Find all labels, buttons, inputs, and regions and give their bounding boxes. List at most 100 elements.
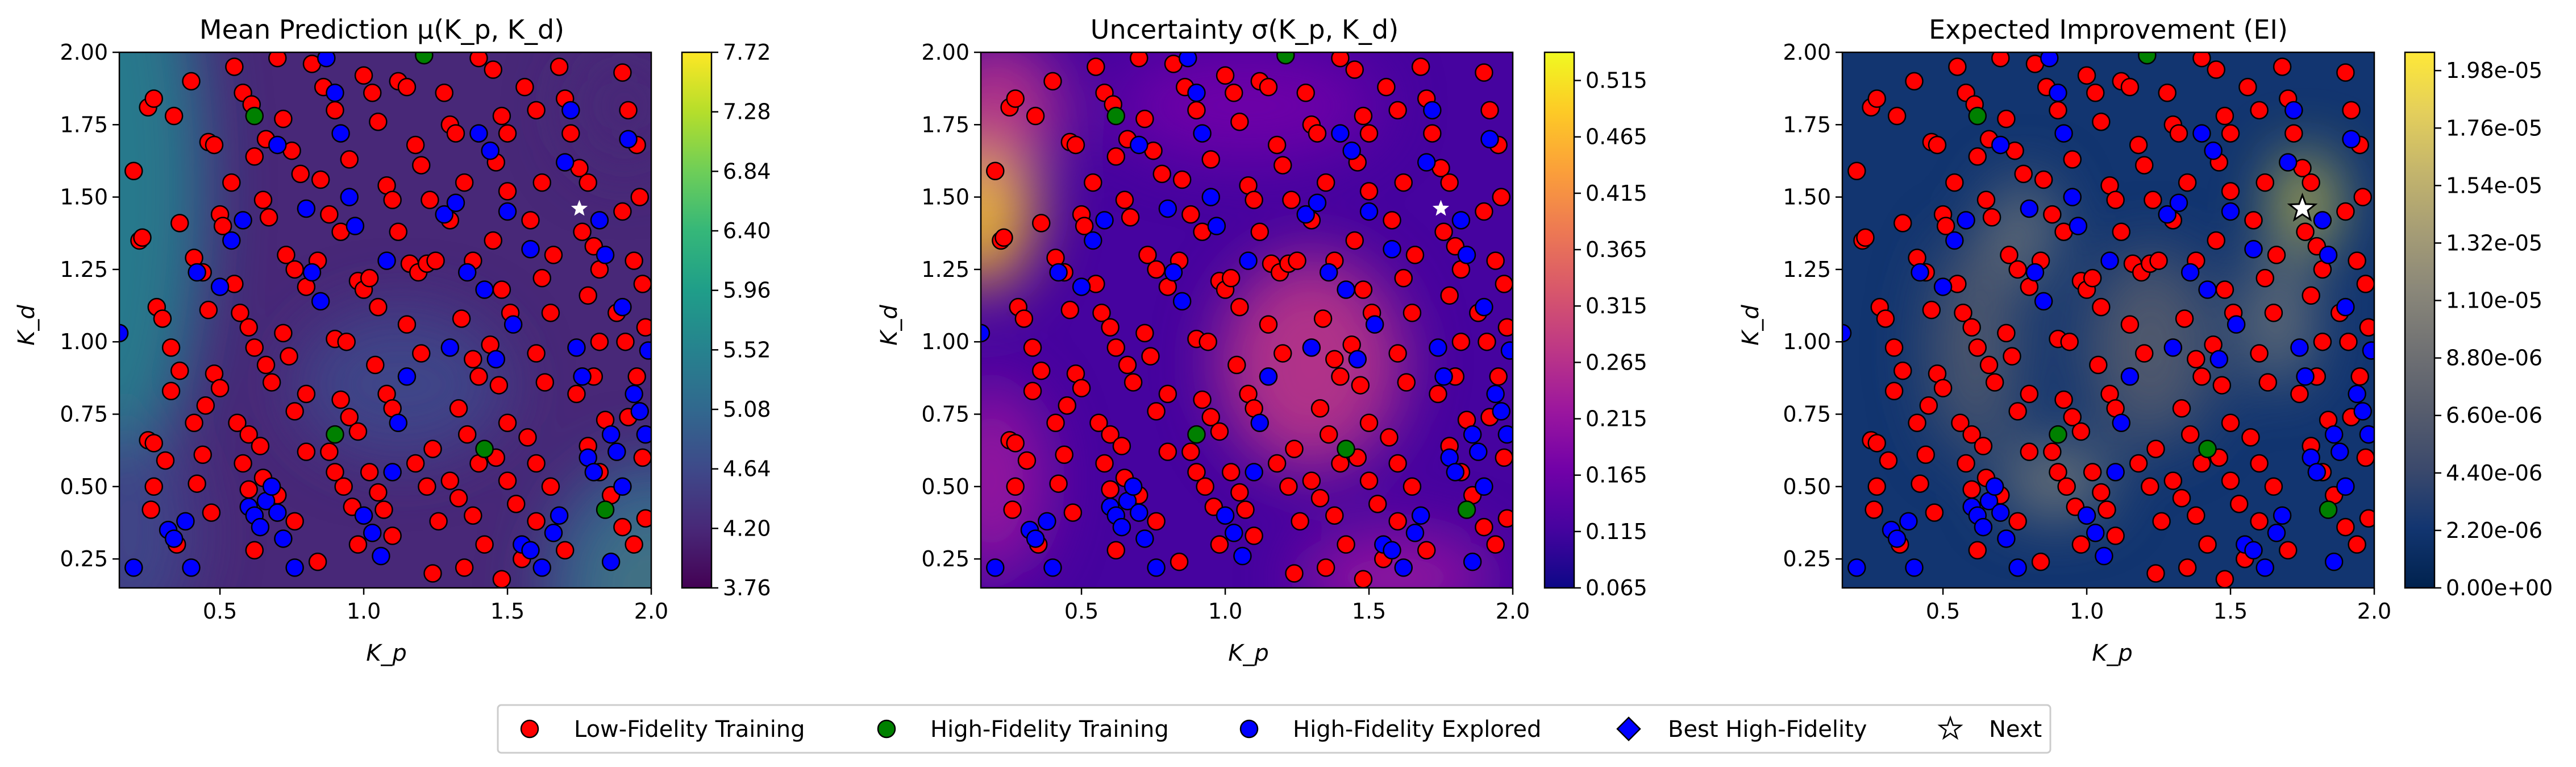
low-fidelity-point bbox=[1936, 217, 1955, 235]
high-fidelity-explored-point bbox=[532, 558, 551, 577]
low-fidelity-point bbox=[1884, 382, 1904, 401]
high-fidelity-explored-point bbox=[521, 239, 540, 259]
low-fidelity-point bbox=[360, 268, 379, 288]
low-fidelity-point bbox=[1495, 275, 1513, 293]
low-fidelity-point bbox=[1123, 373, 1143, 392]
low-fidelity-point bbox=[633, 275, 651, 293]
high-fidelity-explored-point bbox=[446, 193, 465, 213]
high-fidelity-explored-point bbox=[1957, 211, 1975, 230]
high-fidelity-explored-point bbox=[2198, 280, 2217, 299]
low-fidelity-point bbox=[2063, 150, 2082, 169]
low-fidelity-point bbox=[320, 205, 339, 224]
expected-improvement-colorbar bbox=[2404, 51, 2436, 589]
uncertainty-colorbar-tick-label: 0.515 bbox=[1585, 68, 1647, 93]
low-fidelity-point bbox=[245, 147, 264, 166]
low-fidelity-point bbox=[2152, 512, 2171, 531]
legend-marker-high-fidelity-training bbox=[877, 719, 896, 739]
mean-prediction-y-tick-label: 1.50 bbox=[60, 185, 108, 210]
low-fidelity-point bbox=[544, 246, 563, 264]
high-fidelity-explored-point bbox=[2284, 101, 2303, 120]
legend-frame bbox=[497, 704, 2051, 754]
expected-improvement-y-tick-label: 0.50 bbox=[1783, 474, 1831, 499]
low-fidelity-point bbox=[196, 396, 215, 415]
low-fidelity-point bbox=[1046, 413, 1065, 433]
low-fidelity-point bbox=[1118, 355, 1137, 375]
low-fidelity-point bbox=[625, 535, 643, 554]
low-fidelity-point bbox=[1865, 500, 1883, 519]
uncertainty-y-tick-label: 0.25 bbox=[921, 546, 969, 571]
low-fidelity-point bbox=[144, 434, 163, 453]
low-fidelity-point bbox=[2290, 384, 2309, 404]
high-fidelity-explored-point bbox=[1342, 141, 1361, 160]
low-fidelity-point bbox=[1359, 182, 1379, 201]
high-fidelity-explored-point bbox=[1026, 529, 1045, 548]
low-fidelity-point bbox=[2172, 488, 2191, 508]
high-fidelity-explored-point bbox=[2267, 524, 2286, 542]
low-fidelity-point bbox=[1308, 124, 1327, 143]
low-fidelity-point bbox=[1285, 564, 1304, 583]
low-fidelity-point bbox=[1478, 332, 1496, 351]
high-fidelity-explored-point bbox=[1296, 205, 1315, 224]
high-fidelity-explored-point bbox=[1497, 425, 1513, 444]
low-fidelity-point bbox=[464, 350, 482, 368]
low-fidelity-point bbox=[2169, 124, 2188, 143]
low-fidelity-point bbox=[2284, 124, 2303, 143]
low-fidelity-point bbox=[1101, 425, 1120, 444]
low-fidelity-point bbox=[1006, 477, 1025, 496]
high-fidelity-explored-point bbox=[2112, 413, 2131, 433]
low-fidelity-point bbox=[1106, 147, 1126, 166]
high-fidelity-explored-point bbox=[2324, 552, 2344, 571]
low-fidelity-point bbox=[1957, 454, 1975, 473]
low-fidelity-point bbox=[1049, 474, 1068, 493]
high-fidelity-explored-point bbox=[268, 503, 287, 522]
low-fidelity-point bbox=[2356, 448, 2374, 467]
high-fidelity-explored-point bbox=[1259, 367, 1278, 386]
low-fidelity-point bbox=[2296, 222, 2315, 241]
low-fidelity-point bbox=[426, 251, 445, 270]
high-fidelity-explored-point bbox=[1492, 402, 1511, 421]
low-fidelity-point bbox=[1434, 222, 1453, 241]
legend-item-high-fidelity-training: High-Fidelity Training bbox=[877, 716, 1169, 743]
high-fidelity-training-point bbox=[1187, 425, 1206, 444]
low-fidelity-point bbox=[348, 422, 368, 441]
uncertainty-y-tick-label: 2.00 bbox=[921, 40, 969, 65]
low-fidelity-point bbox=[515, 77, 534, 97]
high-fidelity-explored-point bbox=[1038, 512, 1056, 531]
high-fidelity-explored-point bbox=[561, 101, 580, 120]
low-fidelity-point bbox=[1867, 89, 1886, 108]
high-fidelity-explored-point bbox=[607, 442, 626, 461]
low-fidelity-point bbox=[2302, 173, 2320, 192]
low-fidelity-point bbox=[1172, 170, 1192, 189]
high-fidelity-explored-point bbox=[584, 463, 604, 482]
low-fidelity-point bbox=[144, 477, 163, 496]
low-fidelity-point bbox=[986, 161, 1005, 181]
low-fidelity-point bbox=[2008, 402, 2027, 421]
low-fidelity-point bbox=[1359, 124, 1379, 143]
low-fidelity-point bbox=[1210, 422, 1229, 441]
low-fidelity-point bbox=[1429, 384, 1447, 404]
low-fidelity-point bbox=[326, 463, 344, 482]
expected-improvement-colorbar-tick-label: 1.32e-05 bbox=[2446, 230, 2542, 255]
low-fidelity-point bbox=[1291, 512, 1309, 531]
high-fidelity-explored-point bbox=[1049, 263, 1068, 282]
low-fidelity-point bbox=[285, 402, 304, 421]
low-fidelity-point bbox=[2212, 376, 2232, 395]
low-fidelity-point bbox=[1867, 477, 1886, 496]
low-fidelity-point bbox=[2020, 442, 2039, 461]
low-fidelity-point bbox=[239, 480, 258, 499]
low-fidelity-point bbox=[492, 106, 511, 126]
low-fidelity-point bbox=[389, 222, 408, 241]
low-fidelity-point bbox=[1181, 205, 1200, 224]
mean-prediction-colorbar-tick-label: 7.72 bbox=[723, 40, 771, 65]
low-fidelity-point bbox=[1066, 135, 1085, 155]
expected-improvement-colorbar-tick-label: 1.10e-05 bbox=[2446, 288, 2542, 313]
mean-prediction-y-tick-label: 2.00 bbox=[60, 40, 108, 65]
high-fidelity-explored-point bbox=[311, 292, 330, 311]
low-fidelity-point bbox=[1273, 156, 1292, 175]
legend-item-low-fidelity-training: Low-Fidelity Training bbox=[520, 716, 805, 743]
low-fidelity-point bbox=[484, 231, 502, 250]
low-fidelity-point bbox=[1331, 367, 1350, 386]
low-fidelity-point bbox=[2180, 425, 2200, 444]
low-fidelity-point bbox=[374, 500, 393, 519]
high-fidelity-explored-point bbox=[2221, 202, 2240, 221]
